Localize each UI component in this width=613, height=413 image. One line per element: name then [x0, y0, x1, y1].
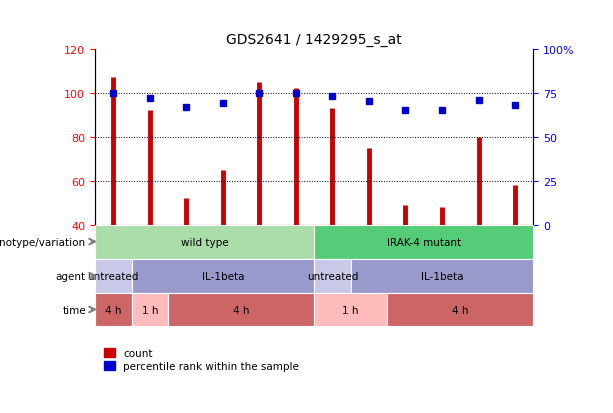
Text: agent: agent — [56, 271, 86, 281]
Text: IRAK-4 mutant: IRAK-4 mutant — [387, 237, 461, 247]
Title: GDS2641 / 1429295_s_at: GDS2641 / 1429295_s_at — [226, 33, 402, 47]
Text: 4 h: 4 h — [105, 305, 121, 315]
Text: untreated: untreated — [306, 271, 358, 281]
Text: 4 h: 4 h — [452, 305, 468, 315]
Bar — [95, 259, 132, 293]
Text: genotype/variation: genotype/variation — [0, 237, 86, 247]
Bar — [168, 293, 314, 327]
Text: 4 h: 4 h — [233, 305, 249, 315]
Text: 1 h: 1 h — [343, 305, 359, 315]
Bar — [314, 225, 533, 259]
Legend: count, percentile rank within the sample: count, percentile rank within the sample — [100, 344, 303, 375]
Text: IL-1beta: IL-1beta — [202, 271, 244, 281]
Bar — [132, 293, 168, 327]
Bar — [132, 259, 314, 293]
Bar — [95, 225, 314, 259]
Bar — [314, 293, 387, 327]
Text: 1 h: 1 h — [142, 305, 158, 315]
Text: time: time — [62, 305, 86, 315]
Bar — [95, 293, 132, 327]
Text: untreated: untreated — [88, 271, 139, 281]
Bar — [351, 259, 533, 293]
Text: IL-1beta: IL-1beta — [421, 271, 463, 281]
Bar — [314, 259, 351, 293]
Bar — [387, 293, 533, 327]
Text: wild type: wild type — [181, 237, 229, 247]
